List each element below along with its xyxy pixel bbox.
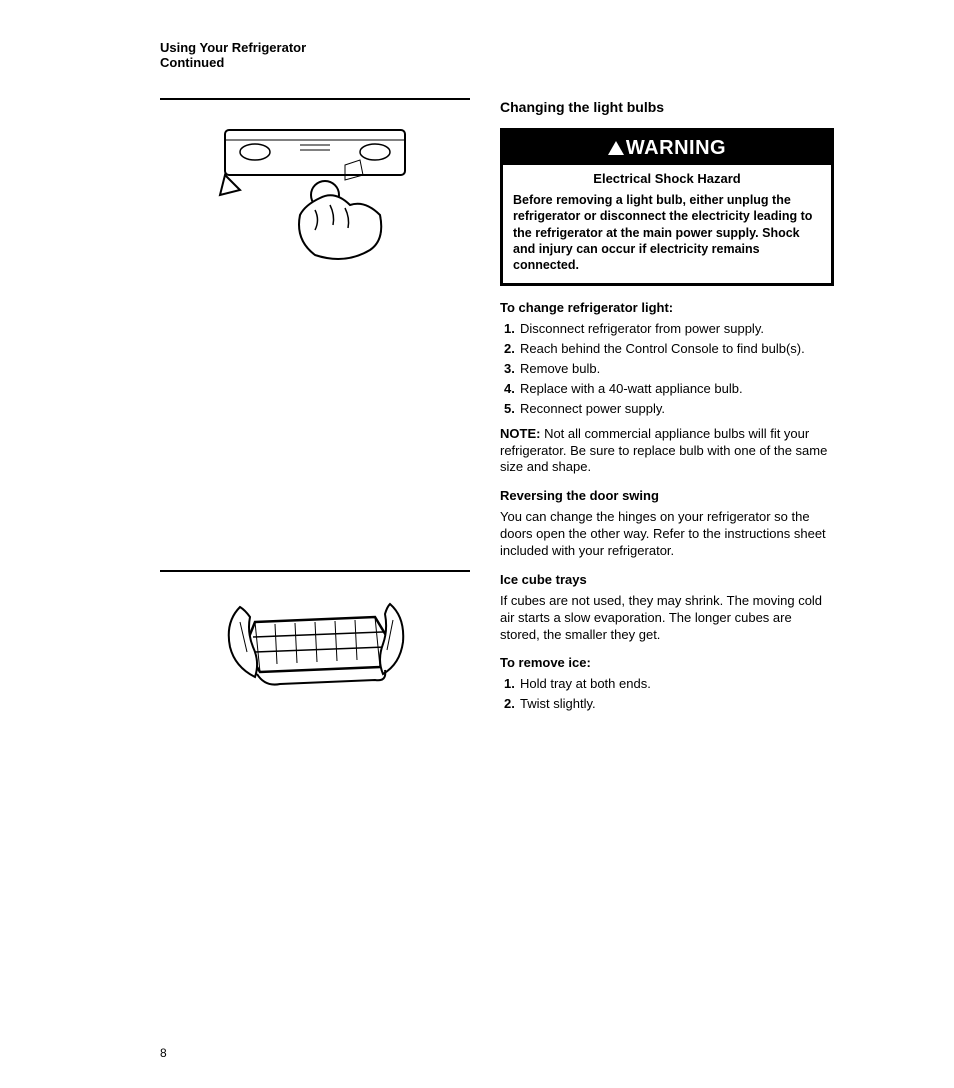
- header-continued: Continued: [160, 55, 834, 70]
- step-text: Hold tray at both ends.: [520, 676, 651, 693]
- list-item: 5.Reconnect power supply.: [504, 401, 834, 418]
- list-item: 4.Replace with a 40-watt appliance bulb.: [504, 381, 834, 398]
- step-text: Remove bulb.: [520, 361, 600, 378]
- warning-subtitle: Electrical Shock Hazard: [513, 171, 821, 188]
- ice-trays-text: If cubes are not used, they may shrink. …: [500, 593, 834, 644]
- page-number: 8: [160, 1046, 167, 1060]
- list-item: 3.Remove bulb.: [504, 361, 834, 378]
- illustration-ice-tray: [160, 592, 470, 722]
- warning-triangle-icon: [608, 141, 624, 155]
- step-text: Replace with a 40-watt appliance bulb.: [520, 381, 743, 398]
- step-text: Reach behind the Control Console to find…: [520, 341, 805, 358]
- illustration-bulb: [160, 120, 470, 270]
- step-text: Reconnect power supply.: [520, 401, 665, 418]
- step-text: Disconnect refrigerator from power suppl…: [520, 321, 764, 338]
- warning-title: WARNING: [626, 137, 726, 159]
- heading-reversing: Reversing the door swing: [500, 488, 834, 505]
- list-item: 2.Twist slightly.: [504, 696, 834, 713]
- heading-change-light: To change refrigerator light:: [500, 300, 834, 317]
- heading-remove-ice: To remove ice:: [500, 655, 834, 672]
- reversing-text: You can change the hinges on your refrig…: [500, 509, 834, 560]
- warning-header: WARNING: [503, 131, 831, 165]
- remove-ice-steps: 1.Hold tray at both ends. 2.Twist slight…: [504, 676, 834, 713]
- right-column: Changing the light bulbs WARNING Electri…: [500, 98, 834, 752]
- left-column: [160, 98, 470, 752]
- change-light-steps: 1.Disconnect refrigerator from power sup…: [504, 321, 834, 417]
- list-item: 1.Hold tray at both ends.: [504, 676, 834, 693]
- divider-top: [160, 98, 470, 100]
- note-block: NOTE: Not all commercial appliance bulbs…: [500, 426, 834, 477]
- warning-box: WARNING Electrical Shock Hazard Before r…: [500, 128, 834, 286]
- warning-text: Before removing a light bulb, either unp…: [513, 192, 821, 273]
- step-text: Twist slightly.: [520, 696, 596, 713]
- header-title: Using Your Refrigerator: [160, 40, 834, 55]
- heading-ice-trays: Ice cube trays: [500, 572, 834, 589]
- list-item: 2.Reach behind the Control Console to fi…: [504, 341, 834, 358]
- section-title-bulbs: Changing the light bulbs: [500, 98, 834, 116]
- note-label: NOTE:: [500, 426, 540, 441]
- note-text: Not all commercial appliance bulbs will …: [500, 426, 827, 475]
- list-item: 1.Disconnect refrigerator from power sup…: [504, 321, 834, 338]
- divider-mid: [160, 570, 470, 572]
